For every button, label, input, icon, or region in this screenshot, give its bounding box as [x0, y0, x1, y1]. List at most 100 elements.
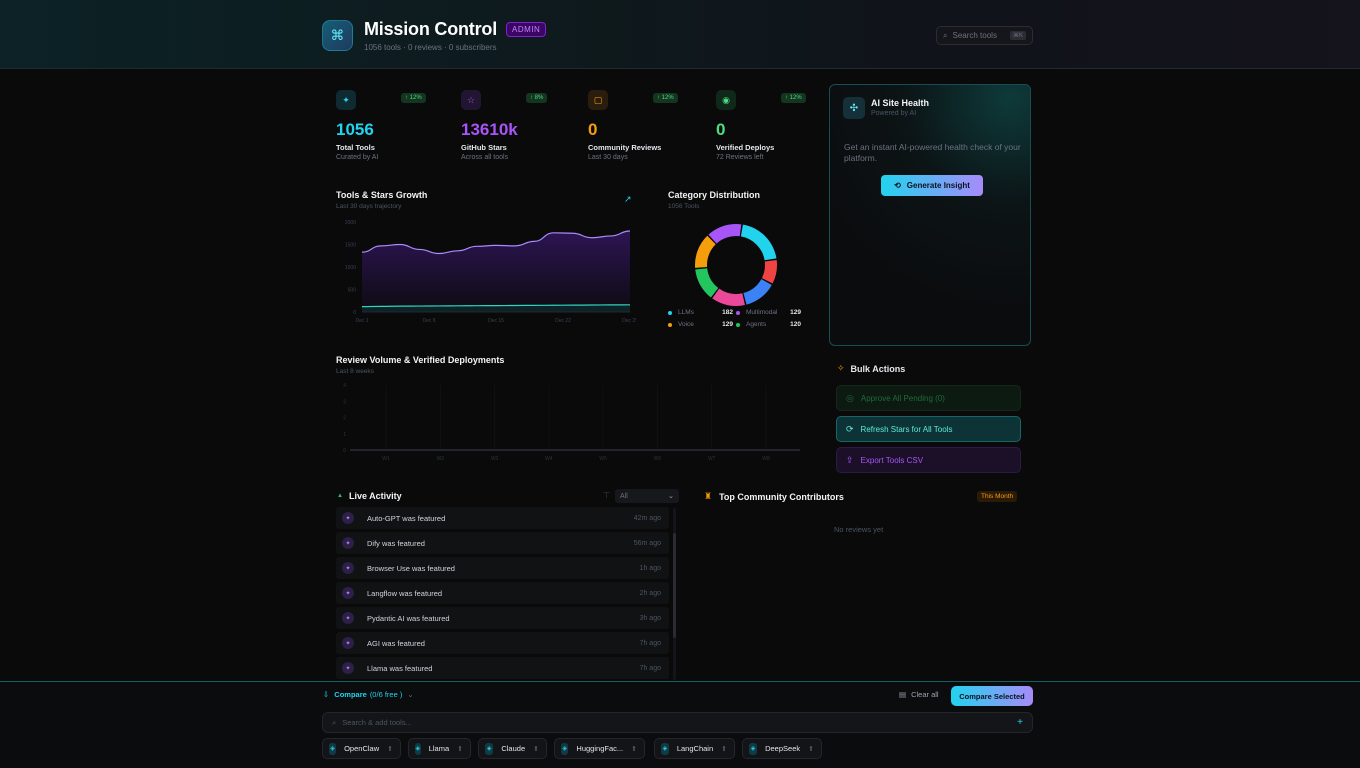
trophy-icon: ♜ — [704, 491, 713, 501]
stat-sub: Curated by AI — [336, 154, 379, 161]
volume-chart: 4 3 2 1 0 W1 W2 W3 W4 W5 W6 W7 W8 — [343, 383, 800, 462]
compare-chip[interactable]: ◈ LangChain ⬆ — [654, 738, 735, 759]
compare-search-input[interactable]: ⌕ Search & add tools... + — [322, 712, 1033, 733]
featured-icon: ✦ — [342, 537, 354, 549]
contributors-header: ♜ Top Community Contributors — [704, 491, 844, 502]
stat-card-community-reviews: ▢ ↑ 12% 0 Community Reviews Last 30 days — [588, 90, 683, 165]
svg-text:W5: W5 — [599, 456, 607, 462]
compare-header[interactable]: ⇩ Compare (0/6 free ) ⌄ — [323, 690, 414, 699]
scrollbar-thumb[interactable] — [673, 533, 676, 638]
compare-chip[interactable]: ◈ Claude ⬆ — [478, 738, 547, 759]
shortcut-hint: ⌘K — [1009, 31, 1026, 40]
activity-text: Langflow was featured — [367, 588, 443, 598]
activity-filter-select[interactable]: All ⌄ — [615, 489, 679, 503]
this-month-badge: This Month — [977, 491, 1018, 502]
svg-text:1500: 1500 — [345, 243, 356, 249]
svg-text:2: 2 — [343, 416, 346, 422]
check-circle-icon: ◎ — [846, 392, 854, 403]
approve-all-pending-button[interactable]: ◎ Approve All Pending (0) — [836, 385, 1021, 411]
activity-time: 42m ago — [633, 514, 661, 522]
activity-text: Auto-GPT was featured — [367, 513, 446, 523]
clear-all-label: Clear all — [911, 690, 939, 699]
pin-icon[interactable]: ⬆ — [387, 745, 393, 753]
svg-text:Dec 15: Dec 15 — [488, 318, 504, 324]
featured-icon: ✦ — [342, 562, 354, 574]
tool-logo-icon: ◈ — [749, 742, 758, 755]
add-icon[interactable]: + — [1017, 717, 1023, 728]
svg-text:Dec 29: Dec 29 — [622, 318, 636, 324]
legend-label: Multimodal — [746, 309, 778, 316]
pin-icon[interactable]: ⬆ — [533, 745, 539, 753]
pin-icon[interactable]: ⬆ — [808, 745, 814, 753]
page-title: Mission Control — [364, 19, 497, 39]
activity-item[interactable]: ✦ Langflow was featured 2h ago — [336, 582, 669, 604]
bulk-actions-title: Bulk Actions — [850, 363, 906, 374]
generate-insight-label: Generate Insight — [906, 181, 970, 190]
generate-insight-button[interactable]: ⟲ Generate Insight — [881, 175, 983, 196]
compare-chip[interactable]: ◈ HuggingFac... ⬆ — [554, 738, 645, 759]
compare-selected-label: Compare Selected — [959, 691, 1025, 701]
search-tools-button[interactable]: ⌕ Search tools ⌘K — [936, 26, 1033, 45]
stat-card-github-stars: ☆ ↑ 8% 13610k GitHub Stars Across all tools — [461, 90, 556, 165]
activity-item[interactable]: ✦ Dify was featured 56m ago — [336, 532, 669, 554]
svg-text:3: 3 — [343, 399, 346, 405]
compare-title: Compare — [334, 690, 367, 699]
growth-chart: 2000 1500 1000 500 0 Dec 1 Dec 8 Dec 15 Dec 22 De… — [345, 220, 636, 324]
compare-chip[interactable]: ◈ OpenClaw ⬆ — [322, 738, 401, 759]
bulk-actions-header: ✧ Bulk Actions — [837, 363, 905, 374]
live-activity-header: ▲ Live Activity — [337, 491, 402, 501]
pin-icon[interactable]: ⬆ — [457, 745, 463, 753]
stat-value: 0 — [588, 120, 598, 139]
filter-value: All — [620, 492, 628, 500]
export-icon: ⇪ — [846, 454, 854, 465]
health-subtitle: Powered by AI — [871, 110, 917, 117]
chevron-down-icon: ⌄ — [407, 690, 414, 699]
refresh-icon: ⟳ — [846, 423, 854, 434]
volume-chart-card: Review Volume & Verified Deployments Las… — [336, 355, 806, 470]
search-icon: ⌕ — [943, 30, 948, 40]
activity-item[interactable]: ✦ Auto-GPT was featured 42m ago — [336, 507, 669, 529]
compare-chip[interactable]: ◈ DeepSeek ⬆ — [742, 738, 822, 759]
activity-scrollbar[interactable] — [673, 508, 676, 680]
svg-text:W7: W7 — [708, 456, 716, 462]
activity-text: Pydantic AI was featured — [367, 613, 450, 623]
featured-icon: ✦ — [342, 512, 354, 524]
growth-chart-title: Tools & Stars Growth — [336, 190, 428, 200]
activity-time: 1h ago — [639, 564, 661, 572]
compare-selected-button[interactable]: Compare Selected — [951, 686, 1033, 706]
admin-badge: ADMIN — [506, 22, 547, 37]
legend-swatch — [668, 322, 672, 327]
chip-label: LangChain — [676, 744, 714, 753]
legend-label: LLMs — [678, 309, 694, 316]
svg-text:1000: 1000 — [345, 265, 356, 271]
pin-icon[interactable]: ⬆ — [721, 745, 727, 753]
compare-count: (0/6 free ) — [369, 690, 403, 699]
pin-icon[interactable]: ⬆ — [631, 745, 637, 753]
tool-logo-icon: ◈ — [561, 742, 569, 755]
clear-all-button[interactable]: ▤ Clear all — [899, 690, 939, 699]
refresh-label: Refresh Stars for All Tools — [860, 424, 953, 434]
activity-item[interactable]: ✦ Browser Use was featured 1h ago — [336, 557, 669, 579]
compare-chip[interactable]: ◈ Llama ⬆ — [408, 738, 471, 759]
activity-text: AGI was featured — [367, 638, 425, 648]
legend-label: Agents — [746, 321, 767, 328]
top-bar: ⌘ Mission Control ADMIN 1056 tools · 0 r… — [0, 0, 1360, 69]
svg-text:4: 4 — [343, 383, 346, 389]
category-chart-card: Category Distribution 1056 Tools LLMs 182… — [668, 190, 808, 335]
activity-item[interactable]: ✦ AGI was featured 7h ago — [336, 632, 669, 654]
chip-label: DeepSeek — [765, 744, 801, 753]
stat-label: Total Tools — [336, 143, 375, 152]
category-chart-title: Category Distribution — [668, 190, 761, 200]
refresh-stars-button[interactable]: ⟳ Refresh Stars for All Tools — [836, 416, 1021, 442]
svg-text:2000: 2000 — [345, 220, 356, 226]
activity-item[interactable]: ✦ Llama was featured 7h ago — [336, 657, 669, 679]
category-donut — [695, 224, 777, 306]
activity-item[interactable]: ✦ Pydantic AI was featured 3h ago — [336, 607, 669, 629]
legend-value: 120 — [790, 321, 801, 328]
chip-label: OpenClaw — [344, 744, 380, 753]
svg-text:W4: W4 — [545, 456, 553, 462]
sparkle-icon: ✦ — [336, 90, 356, 110]
stat-delta: ↑ 8% — [526, 93, 548, 103]
legend-swatch — [736, 310, 740, 315]
export-csv-button[interactable]: ⇪ Export Tools CSV — [836, 447, 1021, 473]
